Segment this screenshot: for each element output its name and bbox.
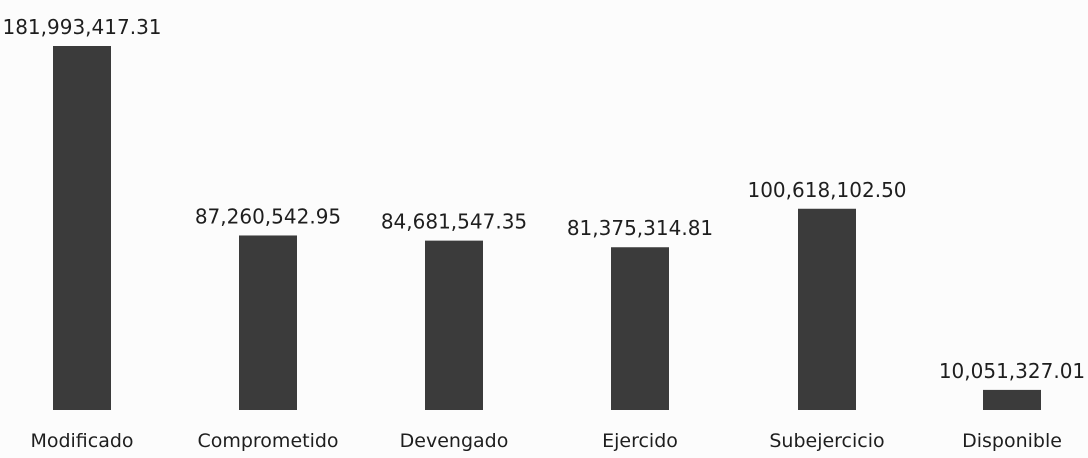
bar-ejercido	[611, 247, 669, 410]
category-label-comprometido: Comprometido	[197, 430, 338, 452]
category-label-devengado: Devengado	[400, 430, 509, 452]
category-label-modificado: Modificado	[30, 430, 133, 452]
bar-subejercicio	[798, 208, 856, 410]
data-label-ejercido: 81,375,314.81	[567, 216, 713, 240]
bar-disponible	[983, 389, 1041, 410]
bar-devengado	[425, 240, 483, 410]
category-label-disponible: Disponible	[962, 430, 1062, 452]
data-label-subejercicio: 100,618,102.50	[747, 178, 906, 202]
bar-modificado	[53, 46, 111, 410]
category-label-subejercicio: Subejercicio	[769, 430, 884, 452]
data-label-modificado: 181,993,417.31	[2, 15, 161, 39]
category-label-ejercido: Ejercido	[602, 430, 678, 452]
bar-comprometido	[239, 235, 297, 410]
data-label-disponible: 10,051,327.01	[939, 359, 1085, 383]
data-label-comprometido: 87,260,542.95	[195, 204, 341, 228]
data-label-devengado: 84,681,547.35	[381, 210, 527, 234]
